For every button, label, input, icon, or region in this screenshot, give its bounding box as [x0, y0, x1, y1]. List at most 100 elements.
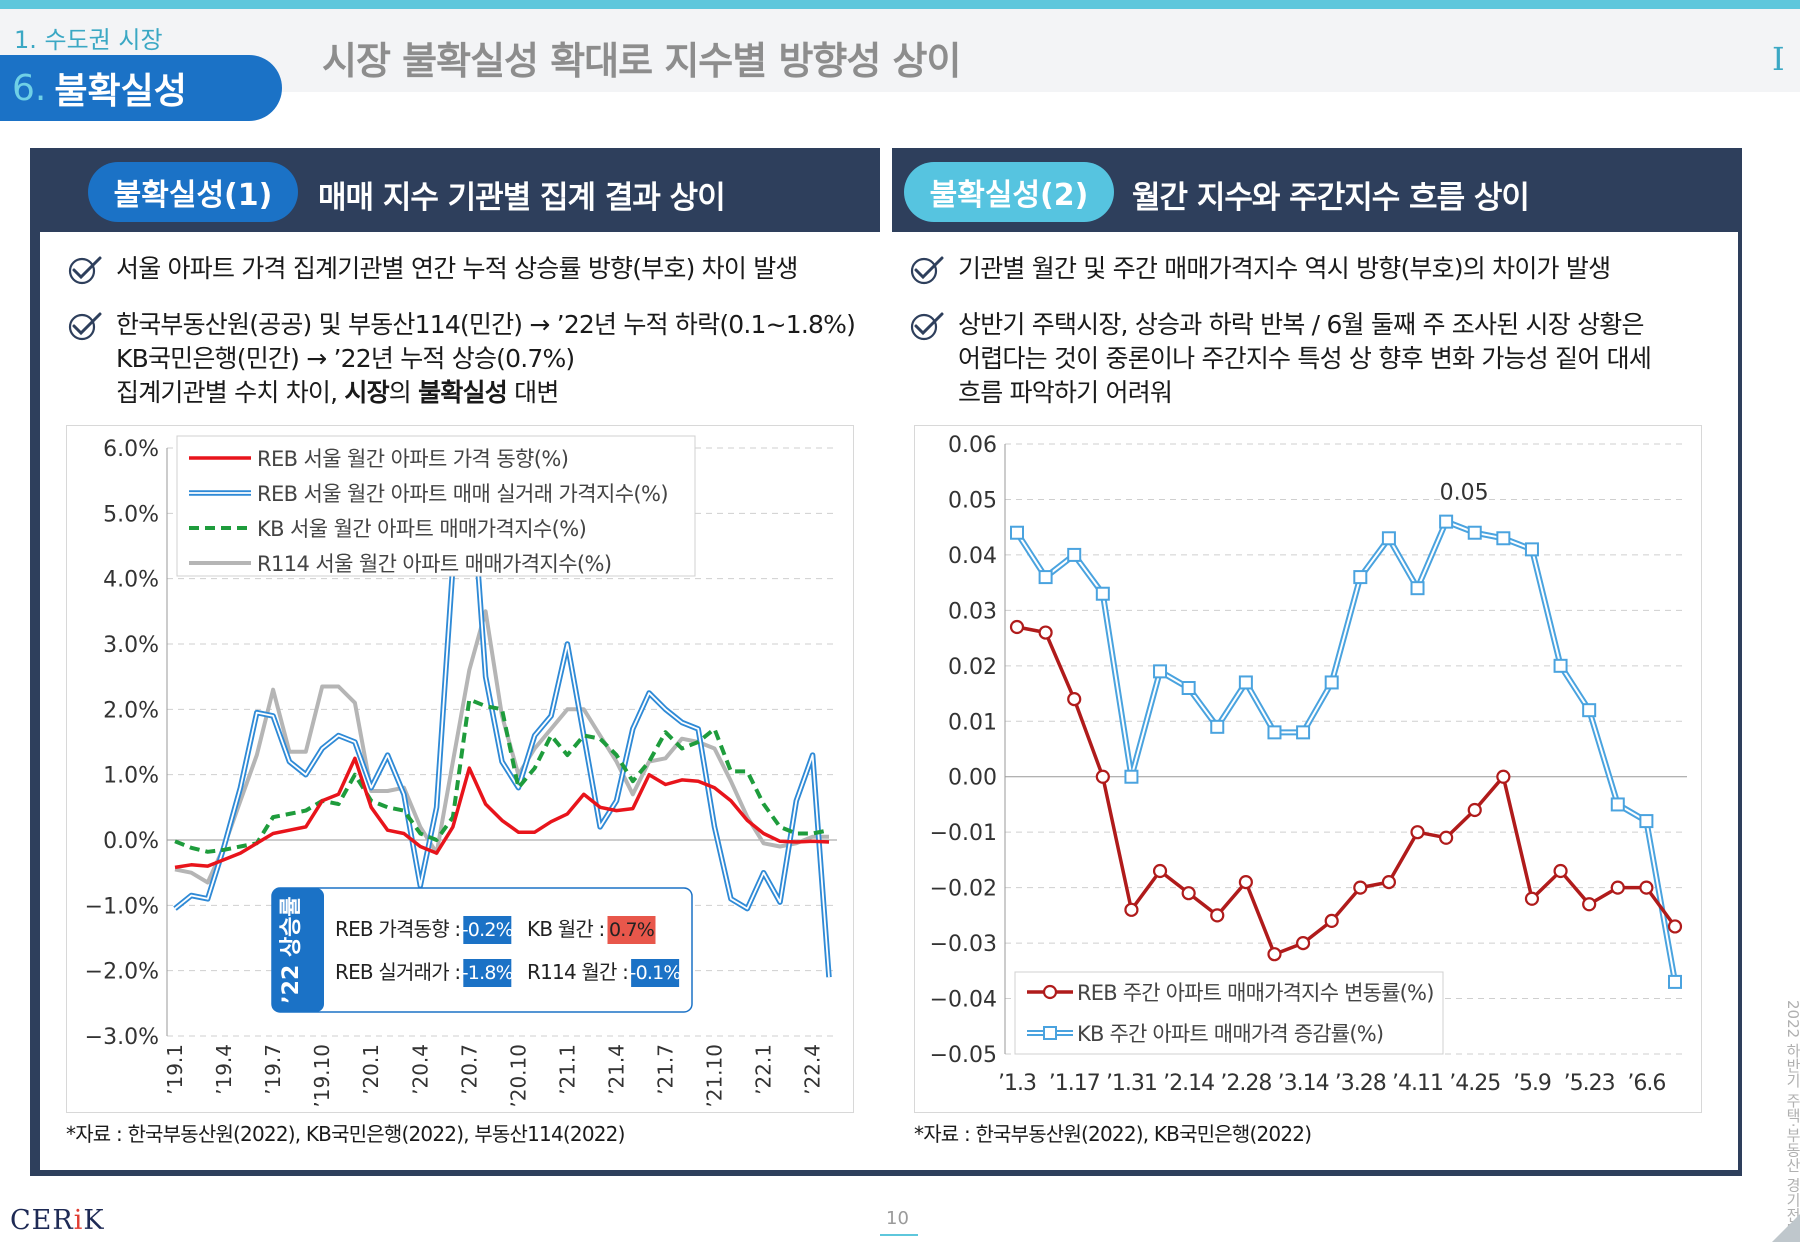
- chart-legend: REB 주간 아파트 매매가격지수 변동률(%) KB 주간 아파트 매매가격 증…: [1014, 971, 1444, 1055]
- summary-value: -0.1%: [630, 962, 681, 984]
- series-line-inner: [1016, 520, 1676, 983]
- left-chart-frame: 6.0% 5.0% 4.0% 3.0% 2.0% 1.0% 0.0% −1.0% −2.0% −3…: [66, 425, 854, 1113]
- data-marker: [1553, 658, 1568, 673]
- data-marker: [1010, 525, 1024, 540]
- y-tick-label: 4.0%: [103, 568, 159, 593]
- data-marker: [1267, 947, 1282, 962]
- series-line: [1014, 518, 1678, 983]
- x-tick-label: ’20.4: [408, 1044, 432, 1095]
- x-tick-label: ’5.9: [1513, 1071, 1551, 1096]
- x-tick-label: ’1.17: [1049, 1071, 1100, 1096]
- legend-label: KB 서울 월간 아파트 매매가격지수(%): [257, 517, 586, 541]
- data-marker: [1296, 725, 1311, 740]
- x-tick-label: ’21.7: [654, 1044, 678, 1095]
- x-tick-label: ’21.10: [703, 1044, 727, 1108]
- y-tick-label: −0.04: [930, 988, 997, 1013]
- legend-box: [1014, 971, 1444, 1055]
- y-tick-label: 0.0%: [103, 829, 159, 854]
- summary-label: ’22 상승률: [279, 896, 304, 1003]
- data-marker: [1095, 586, 1110, 601]
- x-tick-label: ’19.10: [310, 1044, 334, 1108]
- x-tick-label: ’1.3: [998, 1071, 1036, 1096]
- logo-text: CER: [10, 1205, 74, 1236]
- data-marker: [1467, 802, 1482, 818]
- data-marker: [1639, 814, 1654, 829]
- summary-label-band: [272, 888, 324, 1012]
- data-marker: [1582, 703, 1597, 718]
- x-tick-label: ’3.14: [1278, 1071, 1329, 1096]
- data-marker: [1610, 880, 1625, 895]
- data-marker: [1524, 542, 1539, 557]
- data-marker: [1324, 675, 1339, 690]
- data-marker: [1524, 891, 1540, 906]
- y-tick-label: 3.0%: [103, 633, 159, 658]
- bullet-line: 집계기관별 수치 차이, 시장의 불확실성 대변: [116, 376, 855, 410]
- data-marker: [1124, 769, 1139, 784]
- y-tick-label: 0.05: [948, 488, 997, 513]
- data-marker: [1353, 880, 1368, 895]
- summary-value: 0.7%: [609, 919, 654, 941]
- data-marker: [1353, 570, 1368, 585]
- y-tick-label: 5.0%: [103, 502, 159, 527]
- x-tick-label: ’1.31: [1106, 1071, 1157, 1096]
- x-tick-label: ’3.28: [1335, 1071, 1386, 1096]
- check-icon: [68, 312, 102, 341]
- y-tick-label: 0.01: [948, 710, 997, 735]
- data-marker: [1295, 935, 1311, 951]
- data-marker: [1467, 525, 1482, 540]
- x-tick-label: ’22.4: [801, 1044, 825, 1095]
- right-chart-frame: 0.06 0.05 0.04 0.03 0.02 0.01 0.00 −0.01 −0.02 −0…: [914, 425, 1702, 1113]
- y-tick-label: 0.03: [948, 599, 997, 624]
- summary-item-label: REB 실거래가 :: [335, 960, 460, 984]
- x-tick-label: ’20.7: [457, 1044, 481, 1095]
- bullet-line: 상반기 주택시장, 상승과 하락 반복 / 6월 둘째 주 조사된 시장 상황은: [958, 310, 1645, 339]
- right-line-chart: 0.06 0.05 0.04 0.03 0.02 0.01 0.00 −0.01 −0.02 −0…: [930, 433, 1687, 1096]
- left-tab-title: 매매 지수 기관별 집계 결과 상이: [318, 180, 726, 216]
- bullet-text: 집계기관별 수치 차이,: [116, 378, 345, 407]
- bullet-text-block: 한국부동산원(공공) 및 부동산114(민간) → ’22년 누적 하락(0.1…: [116, 308, 856, 410]
- x-tick-label: ’21.1: [555, 1044, 579, 1095]
- legend-box: [176, 435, 696, 577]
- x-tick-label: ’6.6: [1627, 1071, 1665, 1096]
- data-marker: [1210, 719, 1225, 734]
- x-tick-label: ’4.11: [1392, 1071, 1443, 1096]
- data-marker: [1553, 863, 1568, 879]
- data-marker: [1095, 769, 1110, 784]
- summary-item-label: REB 가격동향 :: [335, 917, 460, 941]
- x-tick-label: ’5.23: [1564, 1071, 1615, 1096]
- y-tick-label: 0.06: [948, 433, 997, 458]
- x-tick-label: ’2.14: [1163, 1071, 1214, 1096]
- data-marker: [1410, 825, 1425, 840]
- summary-frame: [271, 887, 693, 1013]
- bullet-line: 한국부동산원(공공) 및 부동산114(민간) → ’22년 누적 하락(0.1…: [116, 310, 856, 339]
- data-marker: [1381, 531, 1396, 546]
- page-title: 시장 불확실성 확대로 지수별 방향성 상이: [322, 39, 961, 83]
- y-tick-label: 1.0%: [103, 764, 159, 789]
- data-marker: [1439, 830, 1454, 845]
- y-tick-label: 0.04: [948, 544, 997, 569]
- right-bullet-2: 상반기 주택시장, 상승과 하락 반복 / 6월 둘째 주 조사된 시장 상황은…: [908, 308, 1652, 410]
- y-tick-label: 6.0%: [103, 437, 159, 462]
- data-marker: [1067, 547, 1082, 562]
- data-marker: [1238, 675, 1253, 690]
- bullet-text-block: 상반기 주택시장, 상승과 하락 반복 / 6월 둘째 주 조사된 시장 상황은…: [958, 308, 1652, 410]
- y-tick-label: 0.02: [948, 655, 997, 680]
- series-line: [1016, 625, 1677, 956]
- data-marker: [1267, 725, 1282, 740]
- legend-label: R114 서울 월간 아파트 매매가격지수(%): [257, 552, 611, 576]
- data-marker: [1324, 913, 1339, 929]
- x-tick-label: ’20.1: [359, 1044, 383, 1095]
- summary-value-bg: [631, 959, 680, 987]
- y-tick-label: −0.01: [930, 821, 997, 846]
- left-bullet-1: 서울 아파트 가격 집계기관별 연간 누적 상승률 방향(부호) 차이 발생: [66, 252, 798, 286]
- x-tick-label: ’19.1: [163, 1044, 187, 1095]
- x-tick-label: ’20.10: [506, 1044, 530, 1108]
- data-marker: [1410, 581, 1425, 596]
- bullet-text: 서울 아파트 가격 집계기관별 연간 누적 상승률 방향(부호) 차이 발생: [116, 254, 798, 283]
- summary-value-bg: [463, 959, 512, 987]
- section-name: 불확실성: [54, 71, 187, 112]
- check-icon: [910, 312, 944, 341]
- legend-marker: [1042, 984, 1058, 1000]
- panel-divider: [880, 148, 892, 232]
- data-marker: [1210, 908, 1225, 923]
